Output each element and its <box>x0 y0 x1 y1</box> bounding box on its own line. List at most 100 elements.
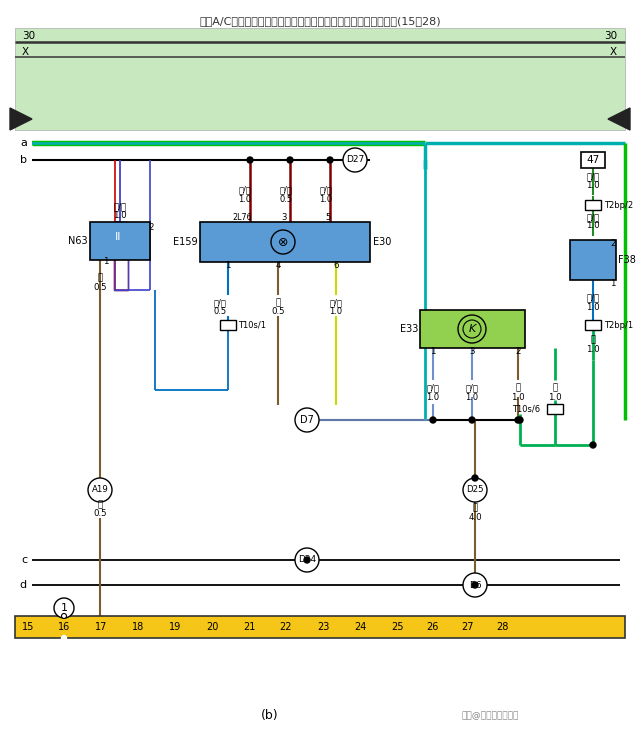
Circle shape <box>287 157 293 163</box>
Polygon shape <box>608 108 630 130</box>
Text: ⊗: ⊗ <box>278 236 288 249</box>
Text: 黑/红: 黑/红 <box>280 186 292 195</box>
Text: 1.0: 1.0 <box>426 393 440 401</box>
Circle shape <box>472 582 478 588</box>
Circle shape <box>472 475 478 481</box>
Circle shape <box>295 548 319 572</box>
Bar <box>114 222 128 290</box>
Circle shape <box>304 557 310 563</box>
Text: 26: 26 <box>426 622 438 632</box>
Circle shape <box>54 598 74 618</box>
Bar <box>547 404 563 414</box>
Text: b: b <box>20 155 27 165</box>
Text: 头条@汽修技师众微联: 头条@汽修技师众微联 <box>461 711 518 721</box>
Text: 4: 4 <box>275 261 281 269</box>
Text: 3: 3 <box>469 347 475 357</box>
Text: 4.0: 4.0 <box>468 514 482 523</box>
Text: 1.0: 1.0 <box>511 393 525 401</box>
Text: 1: 1 <box>610 278 616 288</box>
Text: D6: D6 <box>468 581 481 589</box>
Text: 24: 24 <box>354 622 366 632</box>
Bar <box>15 616 625 638</box>
Text: N63: N63 <box>68 236 88 246</box>
Bar <box>200 222 370 262</box>
Text: 25: 25 <box>391 622 403 632</box>
Text: d: d <box>20 580 27 590</box>
Text: X: X <box>610 47 617 57</box>
Text: 47: 47 <box>586 155 600 165</box>
Text: F38: F38 <box>618 255 636 265</box>
Text: 1.0: 1.0 <box>586 302 600 311</box>
Text: 0.5: 0.5 <box>280 195 292 203</box>
Text: 蓝/红: 蓝/红 <box>214 299 227 308</box>
Text: 蓝/黄: 蓝/黄 <box>427 383 440 393</box>
Text: 1.0: 1.0 <box>586 181 600 189</box>
Text: (b): (b) <box>261 710 279 722</box>
Bar <box>570 240 616 280</box>
Text: E30: E30 <box>373 237 392 247</box>
Text: 2: 2 <box>515 347 521 357</box>
Text: D25: D25 <box>466 485 484 495</box>
Text: 蓝/红: 蓝/红 <box>113 203 127 211</box>
Text: K: K <box>468 324 476 334</box>
Circle shape <box>463 320 481 338</box>
Text: 1.0: 1.0 <box>113 211 127 219</box>
Text: 1.0: 1.0 <box>330 308 342 316</box>
Circle shape <box>515 417 521 423</box>
Text: 17: 17 <box>95 622 107 632</box>
Text: 1.0: 1.0 <box>548 393 562 401</box>
Bar <box>585 200 601 210</box>
Text: 0.5: 0.5 <box>213 308 227 316</box>
Text: 2: 2 <box>610 239 616 249</box>
Text: 棕: 棕 <box>97 274 102 283</box>
Text: 1: 1 <box>61 603 67 613</box>
Text: Ⅱ: Ⅱ <box>115 232 121 242</box>
Circle shape <box>458 315 486 343</box>
Text: 蓝/黄: 蓝/黄 <box>465 383 479 393</box>
Text: 30: 30 <box>604 31 617 41</box>
Circle shape <box>463 573 487 597</box>
Bar <box>420 310 525 348</box>
Text: D7: D7 <box>300 415 314 425</box>
Bar <box>90 222 150 260</box>
Circle shape <box>430 417 436 423</box>
Text: 28: 28 <box>496 622 508 632</box>
Text: 2L76: 2L76 <box>232 214 252 222</box>
Circle shape <box>295 408 319 432</box>
Text: 棕: 棕 <box>472 504 477 512</box>
Bar <box>581 152 605 168</box>
Bar <box>15 28 625 130</box>
Text: 27: 27 <box>461 622 473 632</box>
Circle shape <box>271 230 295 254</box>
Text: 绿: 绿 <box>591 335 596 344</box>
Text: 1: 1 <box>225 261 231 269</box>
Text: 3: 3 <box>281 214 287 222</box>
Text: T10s/1: T10s/1 <box>238 321 266 330</box>
Text: 2: 2 <box>148 223 154 233</box>
Bar <box>585 320 601 330</box>
Text: 0.5: 0.5 <box>93 283 107 291</box>
Circle shape <box>88 478 112 502</box>
Text: 1: 1 <box>430 347 436 357</box>
Circle shape <box>463 478 487 502</box>
Circle shape <box>469 417 475 423</box>
Text: D24: D24 <box>298 556 316 564</box>
Text: 1.0: 1.0 <box>319 195 333 203</box>
Circle shape <box>247 157 253 163</box>
Text: 0.5: 0.5 <box>271 308 285 316</box>
Circle shape <box>61 614 67 619</box>
Circle shape <box>327 157 333 163</box>
Text: 蓝/红: 蓝/红 <box>586 294 600 302</box>
Bar <box>220 320 236 330</box>
Text: E33: E33 <box>399 324 418 334</box>
Text: 23: 23 <box>317 622 329 632</box>
Text: 20: 20 <box>206 622 218 632</box>
Text: T10s/6: T10s/6 <box>512 404 540 413</box>
Text: 0.5: 0.5 <box>93 509 107 517</box>
Text: 1: 1 <box>103 258 109 266</box>
Text: 黄/蓝: 黄/蓝 <box>330 299 342 308</box>
Text: T2bp/2: T2bp/2 <box>604 200 633 209</box>
Text: 棕: 棕 <box>275 299 280 308</box>
Text: 绿/白: 绿/白 <box>586 172 600 181</box>
Text: 15: 15 <box>22 622 34 632</box>
